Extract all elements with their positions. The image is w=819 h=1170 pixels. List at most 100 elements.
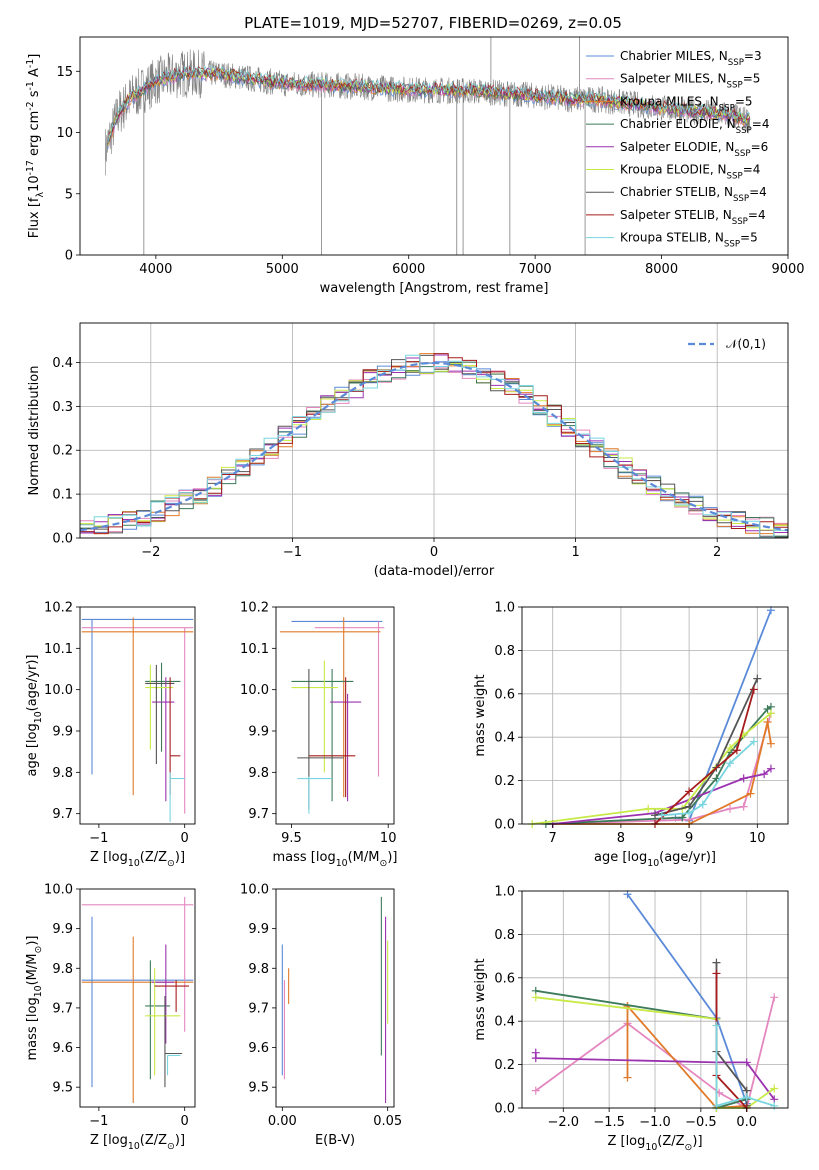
x-tick-label: 9000 xyxy=(771,262,804,277)
y-tick-label: 9.5 xyxy=(248,1081,269,1096)
weight-line xyxy=(715,962,748,1106)
y-tick-label: 9.6 xyxy=(248,1041,269,1056)
label-part: SSP xyxy=(734,149,750,159)
label-part: (Z/Z xyxy=(140,1133,167,1148)
weight-marker xyxy=(531,1054,540,1063)
weight-marker xyxy=(770,993,779,1002)
axes-frame xyxy=(521,606,789,825)
label-part: ⊙ xyxy=(33,946,44,954)
x-tick-label: 10 xyxy=(380,831,397,846)
weight-marker xyxy=(742,1058,751,1067)
weight-marker xyxy=(623,890,632,899)
label-part: Salpeter ELODIE, N xyxy=(620,140,734,154)
axes-mass_vs_Z: −1 09.59.69.79.89.910.0Z [log10(Z/Z⊙)]mas… xyxy=(25,883,196,1152)
axes-frame xyxy=(79,888,196,1108)
y-tick-label: 9.8 xyxy=(52,766,73,781)
label-part: E(B-V) xyxy=(315,1133,355,1148)
label-part: Kroupa STELIB, N xyxy=(620,231,724,245)
label-part: )] xyxy=(175,850,185,865)
x-tick-label: 0 xyxy=(181,831,189,846)
label-part: Salpeter STELIB, N xyxy=(620,208,732,222)
x-tick-label: 6000 xyxy=(392,262,425,277)
x-tick-label: 8000 xyxy=(645,262,678,277)
label-part: =5 xyxy=(743,72,761,86)
plot-area-weight_vs_age xyxy=(528,606,775,828)
label-part: 10 xyxy=(128,1141,140,1152)
y-tick-label: 0.4 xyxy=(52,356,73,371)
label-part: )] xyxy=(175,1133,185,1148)
x-axis-label: age [log10(age/yr)] xyxy=(594,850,716,869)
label-part: ⊙ xyxy=(685,1142,693,1153)
label-part: SSP xyxy=(724,240,740,250)
x-tick-label: 1 xyxy=(571,545,579,560)
normal-curve xyxy=(80,361,788,532)
label-part: SSP xyxy=(736,126,752,136)
weight-marker xyxy=(749,685,758,694)
x-tick-label: 0 xyxy=(430,545,438,560)
label-part: =5 xyxy=(735,94,753,108)
x-tick-label: 0.0 xyxy=(736,1115,757,1130)
residual-histogram xyxy=(80,354,788,538)
legend-label: Kroupa MILES, NSSP=5 xyxy=(620,94,753,113)
x-tick-label: −2.0 xyxy=(547,1115,579,1130)
y-tick-label: 0.2 xyxy=(494,774,515,789)
legend-label: Chabrier MILES, NSSP=3 xyxy=(620,49,762,68)
x-tick-label: −1 xyxy=(283,545,302,560)
label-part: Z [log xyxy=(90,1133,128,1148)
y-axis-label: mass [log10(M/M⊙)] xyxy=(25,936,44,1061)
weight-marker xyxy=(712,1021,721,1030)
label-part: SSP xyxy=(732,217,748,227)
weight-marker xyxy=(698,800,707,809)
legend-label: Chabrier ELODIE, NSSP=4 xyxy=(620,117,769,136)
label-part: ⊙ xyxy=(379,858,387,869)
legend-label: Kroupa STELIB, NSSP=5 xyxy=(620,231,758,250)
weight-marker xyxy=(766,739,775,748)
axes-mass_vs_EBV: 0.00 0.05 9.5 9.6 9.7 9.8 9.9 10.0 E(B-V) xyxy=(240,883,402,1149)
x-axis-label: Z [log10(Z/Z⊙)] xyxy=(90,850,185,869)
y-tick-label: 0.6 xyxy=(494,687,515,702)
label-part: -1 xyxy=(25,59,36,68)
weight-marker xyxy=(678,813,687,822)
y-axis-label: mass weight xyxy=(473,674,488,756)
label-part: 10 xyxy=(128,858,140,869)
label-part: SSP xyxy=(719,103,735,113)
x-axis-label: (data-model)/error xyxy=(374,564,495,579)
y-tick-label: 9.8 xyxy=(52,962,73,977)
weight-marker xyxy=(623,1073,632,1082)
y-axis-label: mass weight xyxy=(473,958,488,1040)
label-part: ⊙ xyxy=(167,858,175,869)
label-part: Z [log xyxy=(607,1134,645,1149)
axes-frame xyxy=(79,322,789,539)
x-tick-label: −1.5 xyxy=(593,1115,625,1130)
y-tick-label: 9.7 xyxy=(52,807,73,822)
plot-area-mass_vs_Z xyxy=(81,896,194,1104)
label-part: Chabrier STELIB, N xyxy=(620,185,733,199)
y-tick-label: 9.7 xyxy=(248,807,269,822)
weight-line xyxy=(532,712,772,825)
plot-area-age_vs_Z xyxy=(81,617,194,822)
label-part: SSP xyxy=(727,81,743,91)
axes-spectrum: 4000 5000 6000 7000 8000 9000 0 5 10 15 wavelength… xyxy=(25,36,805,296)
model-spectrum xyxy=(107,66,750,144)
x-tick-label: 7000 xyxy=(519,262,552,277)
weight-marker xyxy=(531,1086,540,1095)
weight-marker xyxy=(749,737,758,746)
legend-label: Salpeter STELIB, NSSP=4 xyxy=(620,208,766,227)
y-tick-label: 9.7 xyxy=(248,1001,269,1016)
weight-marker xyxy=(746,789,755,798)
weight-marker xyxy=(685,809,694,818)
axes-frame xyxy=(521,890,789,1109)
label-part: =4 xyxy=(749,185,767,199)
weight-line xyxy=(654,689,755,825)
y-tick-label: 0.4 xyxy=(494,1015,515,1030)
label-part: ⊙ xyxy=(167,1141,175,1152)
y-tick-label: 0.0 xyxy=(52,532,73,547)
weight-marker xyxy=(753,674,762,683)
label-part: -17 xyxy=(25,160,36,175)
label-part: mass [log xyxy=(25,997,40,1060)
figure-title: PLATE=1019, MJD=52707, FIBERID=0269, z=0… xyxy=(244,14,622,32)
label-part: SSP xyxy=(727,172,743,182)
weight-line xyxy=(675,609,772,822)
y-tick-label: 9.6 xyxy=(52,1041,73,1056)
y-tick-label: 0.2 xyxy=(494,1058,515,1073)
